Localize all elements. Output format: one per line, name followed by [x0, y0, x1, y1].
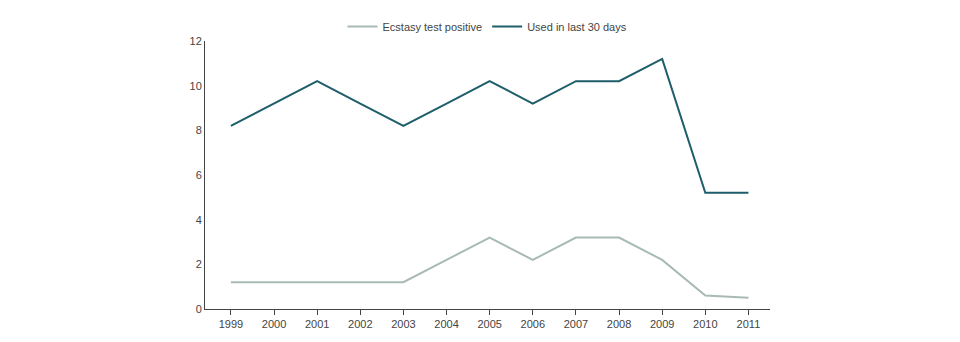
svg-text:2010: 2010 — [693, 318, 717, 330]
svg-text:2: 2 — [196, 258, 202, 270]
svg-text:0: 0 — [196, 303, 202, 315]
svg-text:Ecstasy test positive: Ecstasy test positive — [383, 21, 483, 33]
svg-text:6: 6 — [196, 169, 202, 181]
svg-text:2008: 2008 — [607, 318, 631, 330]
svg-text:2003: 2003 — [391, 318, 415, 330]
svg-text:2001: 2001 — [305, 318, 329, 330]
svg-text:8: 8 — [196, 124, 202, 136]
svg-text:Used in last 30 days: Used in last 30 days — [527, 21, 627, 33]
svg-text:2011: 2011 — [737, 318, 761, 330]
svg-text:2004: 2004 — [434, 318, 458, 330]
svg-text:12: 12 — [190, 35, 202, 47]
svg-text:2000: 2000 — [262, 318, 286, 330]
svg-text:2009: 2009 — [650, 318, 674, 330]
svg-text:2002: 2002 — [348, 318, 372, 330]
svg-text:2005: 2005 — [477, 318, 501, 330]
svg-text:10: 10 — [190, 80, 202, 92]
svg-text:2007: 2007 — [564, 318, 588, 330]
svg-text:2006: 2006 — [521, 318, 545, 330]
svg-text:4: 4 — [196, 214, 202, 226]
svg-text:1999: 1999 — [219, 318, 243, 330]
